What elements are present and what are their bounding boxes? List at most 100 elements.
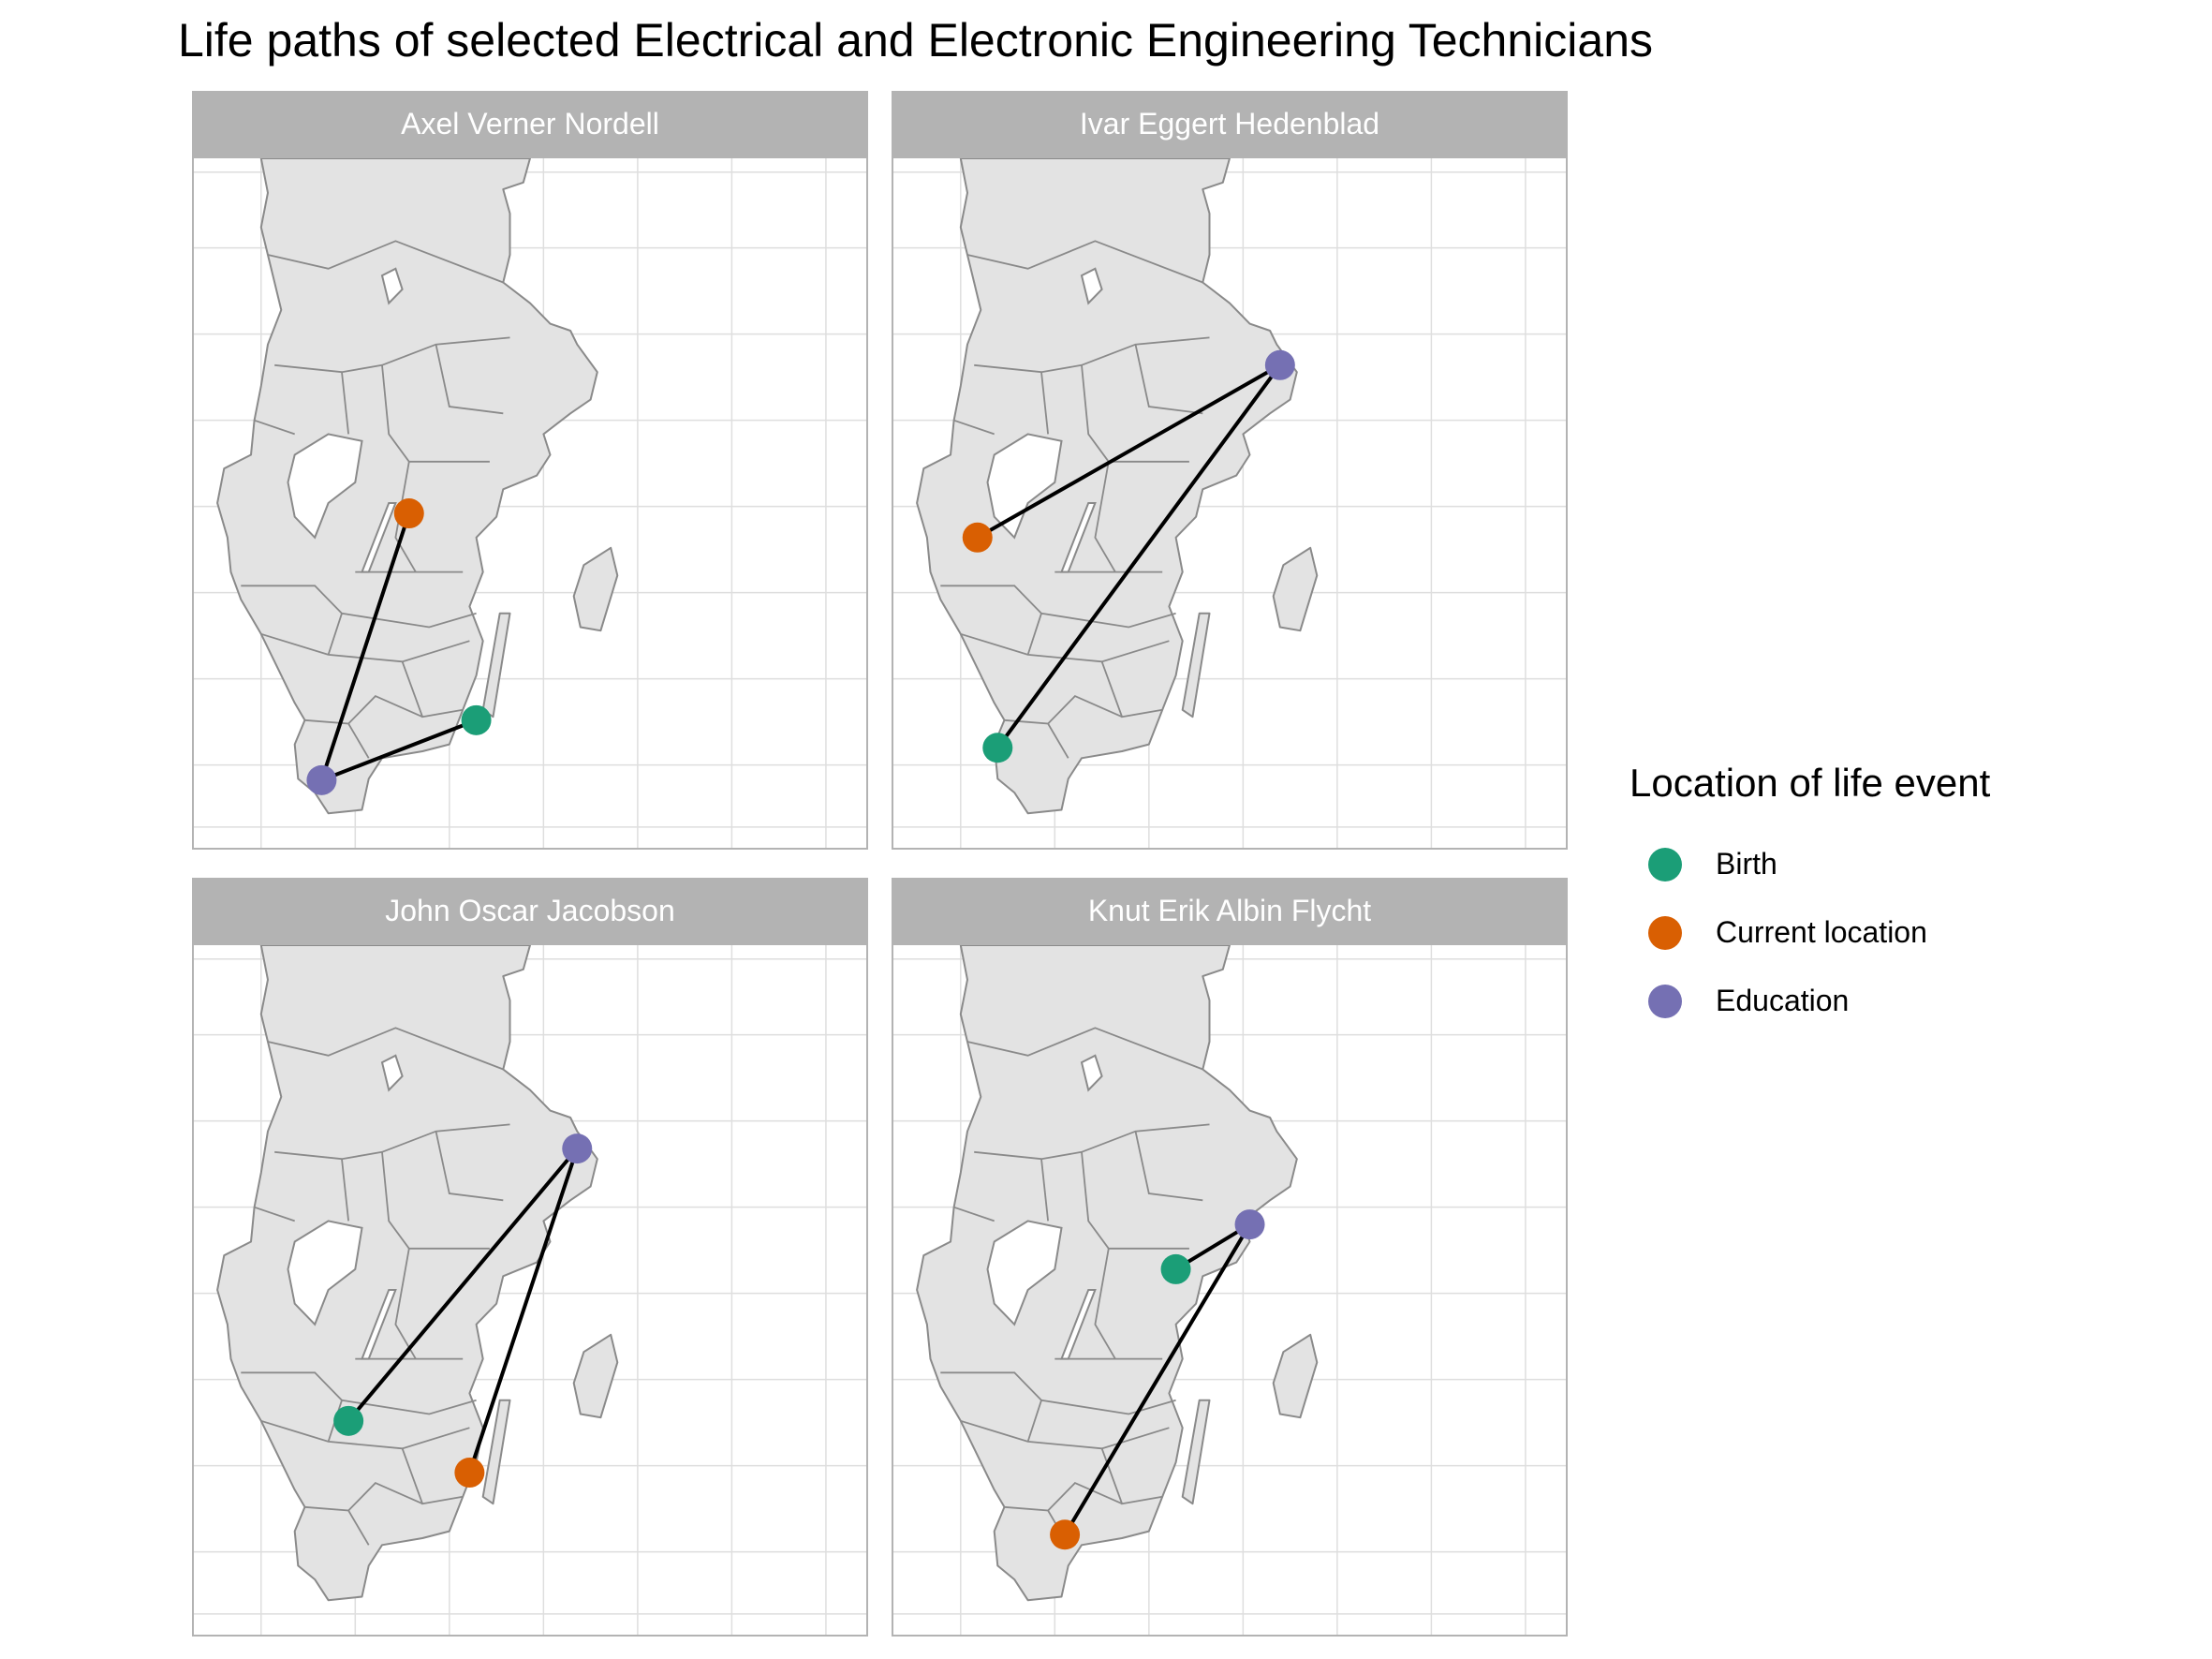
legend: Location of life event Birth Current loc… — [1630, 761, 1990, 1035]
life-path — [962, 349, 1295, 763]
lake-siljan-shape — [380, 267, 404, 305]
legend-key-birth — [1648, 847, 1682, 881]
map-plot — [192, 943, 868, 1637]
legend-item-education: Education — [1630, 967, 1990, 1035]
county-border — [1134, 1131, 1203, 1202]
facet-strip-label: Ivar Eggert Hedenblad — [892, 91, 1568, 156]
county-border — [254, 419, 295, 436]
county-border — [960, 1419, 1170, 1450]
oland-shape — [481, 1399, 511, 1505]
event-point-birth — [461, 704, 492, 735]
lake-vanern-shape — [287, 1220, 363, 1326]
event-point-current-location — [962, 522, 993, 553]
legend-label: Current location — [1716, 915, 1927, 949]
land — [216, 158, 619, 815]
land — [216, 945, 619, 1602]
event-point-current-location — [393, 498, 424, 529]
facet-panel: Knut Erik Albin Flycht — [892, 878, 1568, 1637]
county-border — [1094, 461, 1116, 573]
county-border — [974, 336, 1210, 374]
county-border — [347, 1482, 423, 1512]
gotland-shape — [572, 546, 619, 632]
county-border — [341, 1159, 349, 1222]
event-point-education — [1234, 1209, 1265, 1240]
path-segment — [995, 363, 1282, 750]
county-border — [1026, 1400, 1042, 1443]
land — [916, 945, 1319, 1602]
gotland-shape — [572, 1333, 619, 1419]
path-segment — [319, 511, 411, 782]
event-point-current-location — [1050, 1519, 1081, 1550]
county-border — [435, 1131, 504, 1202]
county-border — [254, 1206, 295, 1222]
map-svg — [893, 158, 1566, 848]
event-point-education — [562, 1133, 593, 1164]
legend-label: Education — [1716, 984, 1850, 1017]
life-path — [306, 498, 492, 795]
county-border — [1026, 613, 1042, 656]
event-point-birth — [1160, 1253, 1191, 1284]
county-border — [953, 419, 995, 436]
event-point-current-location — [454, 1458, 485, 1489]
legend-key-education — [1648, 984, 1682, 1018]
facet-panel: Axel Verner Nordell — [192, 91, 868, 850]
county-border — [1081, 364, 1189, 463]
legend-item-birth: Birth — [1630, 830, 1990, 898]
county-border — [1047, 695, 1123, 725]
map-svg — [194, 158, 866, 848]
land — [916, 158, 1319, 815]
map-svg — [893, 945, 1566, 1635]
legend-item-current-location: Current location — [1630, 898, 1990, 967]
facet-strip-label: Knut Erik Albin Flycht — [892, 878, 1568, 943]
oland-shape — [1181, 1399, 1211, 1505]
life-path — [1050, 1209, 1265, 1550]
county-border — [1040, 372, 1049, 435]
oland-shape — [481, 612, 511, 718]
county-border — [953, 1206, 995, 1222]
gotland-shape — [1272, 546, 1319, 632]
county-border — [260, 1419, 470, 1450]
lake-siljan-shape — [1080, 267, 1103, 305]
county-border — [394, 461, 417, 573]
county-border — [267, 1027, 504, 1071]
lake-siljan-shape — [380, 1054, 404, 1092]
facet-panel: Ivar Eggert Hedenblad — [892, 91, 1568, 850]
facet-strip-label: Axel Verner Nordell — [192, 91, 868, 156]
path-segment — [467, 1147, 580, 1475]
facet-panel: John Oscar Jacobson — [192, 878, 868, 1637]
county-border — [341, 372, 349, 435]
lake-vanern-shape — [986, 433, 1063, 540]
county-border — [966, 240, 1203, 284]
county-border — [347, 695, 423, 725]
map-plot — [892, 156, 1568, 850]
path-segment — [1063, 1222, 1252, 1537]
county-border — [267, 240, 504, 284]
map-plot — [892, 943, 1568, 1637]
county-border — [274, 336, 510, 374]
map-svg — [194, 945, 866, 1635]
legend-key-current-location — [1648, 915, 1682, 950]
life-path — [333, 1133, 593, 1489]
event-point-education — [1264, 349, 1295, 380]
county-border — [1040, 1159, 1049, 1222]
county-border — [966, 1027, 1203, 1071]
event-point-birth — [982, 733, 1013, 763]
path-segment — [319, 718, 479, 782]
legend-title: Location of life event — [1630, 761, 1991, 805]
county-border — [1081, 1151, 1189, 1250]
legend-label: Birth — [1716, 847, 1777, 881]
lake-vanern-shape — [986, 1220, 1063, 1326]
path-segment — [975, 363, 1282, 540]
county-border — [1094, 1248, 1116, 1360]
gotland-shape — [1272, 1333, 1319, 1419]
page-title: Life paths of selected Electrical and El… — [178, 14, 1653, 67]
county-border — [1134, 344, 1203, 415]
lake-vanern-shape — [287, 433, 363, 540]
county-border — [435, 344, 504, 415]
path-segment — [347, 1147, 580, 1423]
oland-shape — [1181, 612, 1211, 718]
county-border — [1047, 1482, 1123, 1512]
county-border — [381, 1151, 490, 1250]
map-plot — [192, 156, 868, 850]
facet-strip-label: John Oscar Jacobson — [192, 878, 868, 943]
